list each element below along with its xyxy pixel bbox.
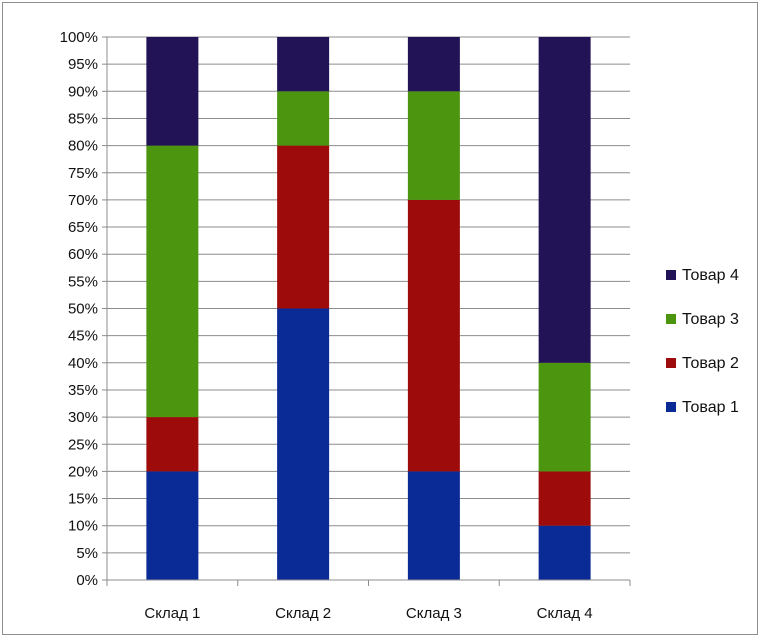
y-tick-label: 30%	[68, 409, 98, 426]
y-tick-label: 75%	[68, 165, 98, 182]
y-tick-label: 65%	[68, 219, 98, 236]
bar-segment	[538, 471, 591, 526]
bar-segment	[146, 471, 199, 580]
bar-segment	[407, 37, 460, 92]
y-tick-label: 0%	[76, 572, 98, 589]
bar-segment	[407, 471, 460, 580]
y-tick-label: 25%	[68, 436, 98, 453]
bar-segment	[538, 525, 591, 580]
legend-label: Товар 4	[682, 267, 739, 284]
legend-label: Товар 2	[682, 355, 739, 372]
y-tick-label: 85%	[68, 110, 98, 127]
legend-swatch	[666, 402, 676, 412]
y-tick-label: 80%	[68, 138, 98, 155]
y-tick-label: 55%	[68, 273, 98, 290]
bar-segment	[277, 91, 330, 146]
bar-segment	[146, 145, 199, 418]
y-axis-tick-labels: 0% 5% 10% 15% 20% 25% 30% 35% 40% 45% 50% 55% 60% 65%…	[60, 29, 98, 589]
y-tick-label: 95%	[68, 56, 98, 73]
x-tick-label: Склад 2	[275, 605, 331, 622]
axes	[102, 36, 631, 586]
y-tick-label: 40%	[68, 355, 98, 372]
y-tick-label: 100%	[60, 29, 98, 46]
legend-label: Товар 3	[682, 311, 739, 328]
bar-segment	[146, 417, 199, 472]
x-tick-label: Склад 4	[537, 605, 593, 622]
bar-segment	[407, 199, 460, 472]
legend-label: Товар 1	[682, 399, 739, 416]
y-tick-label: 20%	[68, 463, 98, 480]
bar-segment	[407, 91, 460, 200]
y-tick-label: 70%	[68, 192, 98, 209]
legend: Товар 4 Товар 3 Товар 2 Товар 1	[666, 267, 739, 416]
bar-segment	[146, 37, 199, 146]
stacked-bar-chart: 0% 5% 10% 15% 20% 25% 30% 35% 40% 45% 50% 55% 60% 65%…	[60, 29, 739, 622]
legend-swatch	[666, 314, 676, 324]
y-tick-label: 15%	[68, 491, 98, 508]
chart-frame: 0% 5% 10% 15% 20% 25% 30% 35% 40% 45% 50% 55% 60% 65%…	[2, 2, 758, 635]
y-tick-label: 90%	[68, 83, 98, 100]
bar-segment	[277, 145, 330, 309]
bar-segment	[277, 308, 330, 580]
y-tick-label: 50%	[68, 301, 98, 318]
x-tick-label: Склад 1	[144, 605, 200, 622]
bar-segment	[538, 37, 591, 363]
legend-swatch	[666, 270, 676, 280]
y-tick-label: 10%	[68, 518, 98, 535]
y-tick-label: 45%	[68, 328, 98, 345]
y-tick-label: 35%	[68, 382, 98, 399]
y-tick-label: 60%	[68, 246, 98, 263]
bar-segment	[277, 37, 330, 92]
y-tick-label: 5%	[76, 545, 98, 562]
bars	[146, 37, 591, 580]
x-tick-label: Склад 3	[406, 605, 462, 622]
legend-swatch	[666, 358, 676, 368]
bar-segment	[538, 362, 591, 472]
x-axis-tick-labels: Склад 1 Склад 2 Склад 3 Склад 4	[144, 605, 592, 622]
